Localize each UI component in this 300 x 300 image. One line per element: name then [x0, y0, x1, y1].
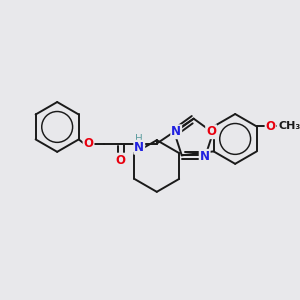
Text: N: N [200, 150, 210, 163]
Text: O: O [116, 154, 126, 166]
Text: N: N [134, 141, 144, 154]
Text: CH₃: CH₃ [279, 122, 300, 131]
Text: O: O [206, 125, 216, 138]
Text: O: O [266, 120, 276, 133]
Text: H: H [135, 134, 143, 144]
Text: O: O [83, 137, 94, 150]
Text: N: N [171, 125, 181, 138]
